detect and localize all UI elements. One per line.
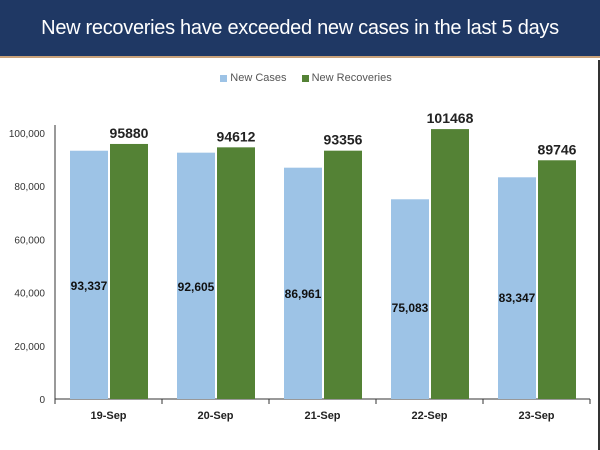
bar-new-recoveries — [110, 143, 148, 399]
data-label-new-recoveries: 95880 — [110, 125, 149, 141]
bar-new-cases — [498, 177, 536, 399]
bar-new-cases — [70, 150, 108, 399]
y-tick-label: 40,000 — [14, 289, 45, 300]
y-tick-label: 60,000 — [14, 235, 45, 246]
bar-new-recoveries — [324, 150, 362, 399]
bar-new-cases — [284, 167, 322, 399]
data-label-new-cases: 75,083 — [392, 301, 429, 315]
x-tick-label: 20-Sep — [197, 410, 233, 422]
x-tick-label: 23-Sep — [518, 410, 554, 422]
bar-new-recoveries — [217, 147, 255, 399]
x-tick-label: 22-Sep — [411, 410, 447, 422]
bar-new-recoveries — [431, 129, 469, 399]
data-label-new-recoveries: 94612 — [217, 128, 256, 144]
y-tick-label: 100,000 — [9, 129, 46, 140]
data-label-new-recoveries: 101468 — [427, 110, 474, 126]
x-tick-label: 21-Sep — [304, 410, 340, 422]
data-label-new-cases: 93,337 — [71, 279, 108, 293]
y-tick-label: 20,000 — [14, 342, 45, 353]
y-tick-label: 0 — [39, 395, 45, 406]
data-label-new-cases: 92,605 — [178, 280, 215, 294]
bar-new-cases — [391, 199, 429, 399]
legend-label-new-recoveries: New Recoveries — [311, 72, 392, 85]
data-label-new-cases: 83,347 — [499, 291, 536, 305]
bar-new-cases — [177, 152, 215, 399]
x-tick-label: 19-Sep — [90, 410, 126, 422]
legend-swatch-new-recoveries — [301, 74, 309, 82]
chart-frame — [0, 60, 600, 450]
legend-label-new-cases: New Cases — [230, 72, 287, 85]
legend-swatch-new-cases — [220, 74, 228, 82]
bar-new-recoveries — [538, 160, 576, 399]
y-tick-label: 80,000 — [14, 182, 45, 193]
data-label-new-recoveries: 93356 — [324, 132, 363, 148]
data-label-new-recoveries: 89746 — [538, 141, 577, 157]
data-label-new-cases: 86,961 — [285, 287, 322, 301]
legend: New Cases New Recoveries — [0, 72, 600, 84]
page-title: New recoveries have exceeded new cases i… — [0, 0, 600, 58]
